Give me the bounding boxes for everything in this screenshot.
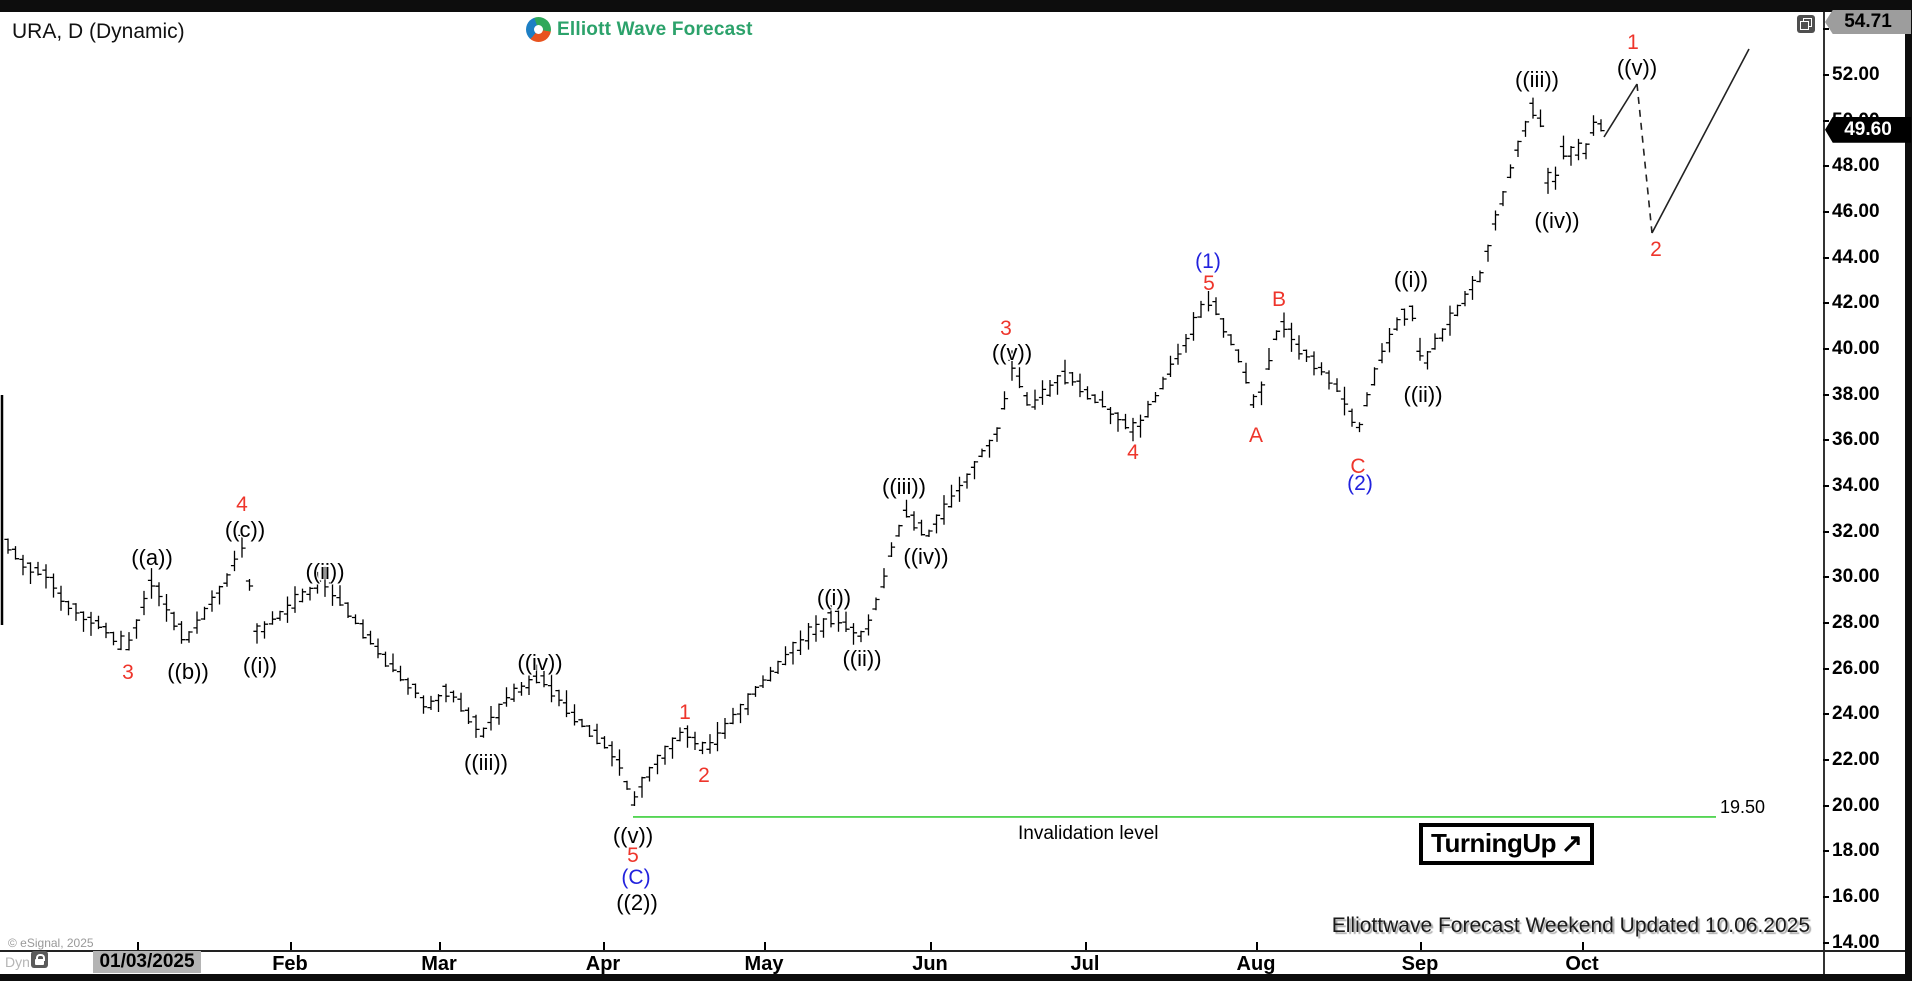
month-label: May (744, 953, 784, 975)
month-label: Oct (1565, 953, 1599, 975)
price-tick-label: 18.00 (1832, 840, 1880, 862)
price-tick (1823, 576, 1829, 579)
ewf-logo-text: Elliott Wave Forecast (557, 18, 753, 40)
price-tick-label: 14.00 (1832, 931, 1880, 953)
month-tick (603, 942, 605, 950)
price-axis-line (1823, 12, 1825, 974)
price-tick (1823, 667, 1829, 670)
price-tick-label: 48.00 (1832, 155, 1880, 177)
price-tick-label: 44.00 (1832, 246, 1880, 268)
symbol-title: URA, D (Dynamic) (12, 20, 185, 43)
month-tick (1582, 942, 1584, 950)
invalidation-level-label: Invalidation level (1018, 823, 1159, 844)
price-tick (1823, 713, 1829, 716)
forecast-stamp: Elliottwave Forecast Weekend Updated 10.… (1331, 914, 1810, 937)
projection-line-dashed (1636, 83, 1653, 234)
invalidation-price-label: 19.50 (1720, 797, 1766, 817)
month-label: Mar (421, 953, 457, 975)
top-frame-bar (0, 0, 1912, 12)
dyn-mode-label: Dyn (5, 954, 30, 970)
month-tick (764, 942, 766, 950)
first-date-label: 01/03/2025 (93, 951, 201, 973)
price-tick-label: 32.00 (1832, 520, 1880, 542)
session-high-marker: 54.71 (1825, 10, 1911, 34)
price-tick (1823, 439, 1829, 442)
month-tick (290, 942, 292, 950)
month-label: Apr (585, 953, 621, 975)
price-tick-label: 52.00 (1832, 64, 1880, 85)
price-tick (1823, 484, 1829, 487)
price-tick (1823, 74, 1829, 76)
month-label: Jun (912, 953, 948, 975)
window-restore-icon[interactable] (1797, 15, 1815, 33)
month-tick (1256, 942, 1258, 950)
month-label: Jul (1070, 953, 1100, 975)
month-label: Aug (1236, 953, 1276, 975)
price-tick-label: 36.00 (1832, 429, 1880, 451)
ewf-logo-icon (526, 17, 551, 42)
projection-line (1603, 83, 1638, 138)
price-tick (1823, 119, 1829, 122)
right-frame-bar (1905, 0, 1912, 981)
price-tick-label: 16.00 (1832, 885, 1880, 907)
price-tick (1823, 530, 1829, 533)
ewf-logo: Elliott Wave Forecast (526, 17, 753, 42)
price-tick (1823, 256, 1829, 259)
price-tick-label: 22.00 (1832, 748, 1880, 770)
month-label: Feb (272, 953, 308, 975)
price-tick (1823, 347, 1829, 350)
month-tick (1085, 942, 1087, 950)
ohlc-bars (4, 97, 1605, 806)
time-axis-line (0, 950, 1912, 952)
price-tick-label: 20.00 (1832, 794, 1880, 816)
price-tick (1823, 895, 1829, 898)
price-tick (1823, 393, 1829, 396)
month-tick (439, 942, 441, 950)
price-tick (1823, 165, 1829, 168)
price-tick-label: 46.00 (1832, 200, 1880, 222)
month-label: Sep (1401, 953, 1439, 975)
price-tick-label: 26.00 (1832, 657, 1880, 679)
turning-up-text: TurningUp (1431, 828, 1556, 858)
esignal-copyright: © eSignal, 2025 (8, 936, 94, 950)
price-tick (1823, 28, 1829, 31)
turning-up-badge: TurningUp ↗ (1419, 823, 1595, 865)
projection-line (1651, 48, 1750, 234)
price-tick (1823, 804, 1829, 807)
month-tick (930, 942, 932, 950)
turning-up-arrow-icon: ↗ (1560, 828, 1583, 858)
price-tick-label: 30.00 (1832, 566, 1880, 588)
price-tick-label: 42.00 (1832, 292, 1880, 314)
first-date-tick (137, 942, 139, 950)
price-tick (1823, 941, 1829, 944)
price-tick-label: 40.00 (1832, 337, 1880, 359)
price-tick (1823, 850, 1829, 853)
price-tick (1823, 621, 1829, 624)
month-tick (1420, 942, 1422, 950)
price-tick (1823, 758, 1829, 761)
bottom-frame-bar (0, 974, 1912, 981)
price-tick-label: 38.00 (1832, 383, 1880, 405)
price-tick (1823, 210, 1829, 213)
price-tick-label: 28.00 (1832, 611, 1880, 633)
price-tick-label: 34.00 (1832, 474, 1880, 496)
price-tick (1823, 302, 1829, 305)
price-tick-label: 24.00 (1832, 703, 1880, 725)
lock-icon[interactable] (31, 951, 48, 968)
last-price-marker: 49.60 (1825, 116, 1911, 143)
